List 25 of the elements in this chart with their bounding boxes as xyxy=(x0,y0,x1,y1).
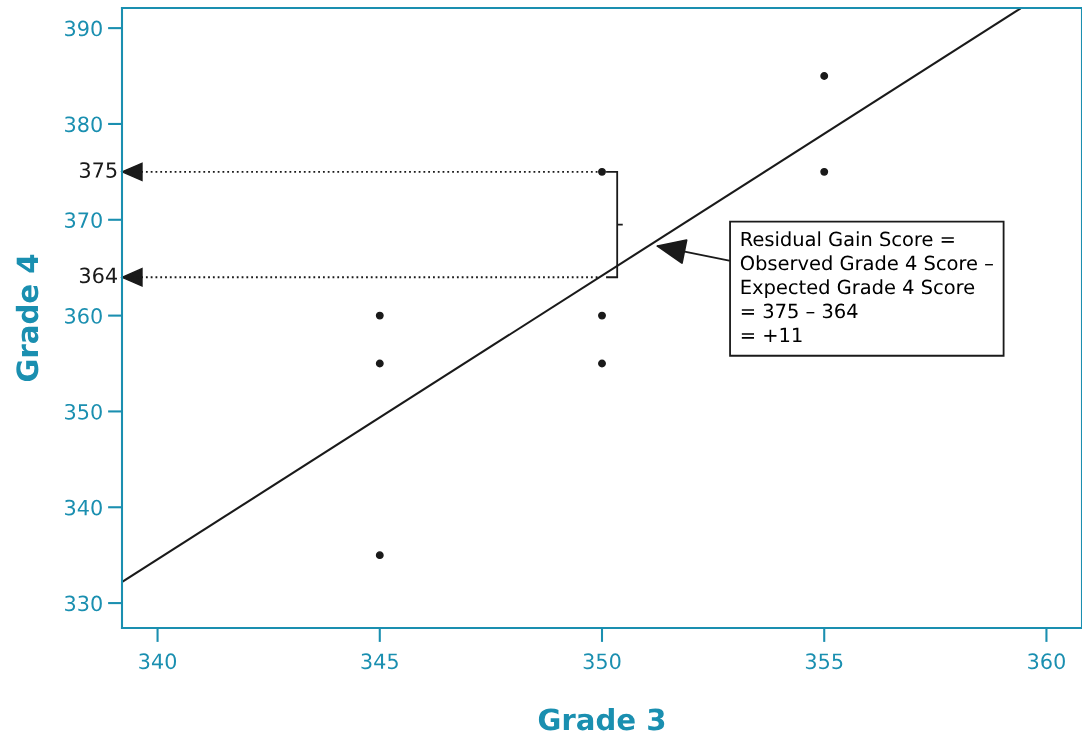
x-axis-title: Grade 3 xyxy=(538,707,665,731)
point xyxy=(598,167,606,176)
point xyxy=(820,72,829,80)
x-tick-label: 355 xyxy=(805,653,843,670)
y-tick-label: 380 xyxy=(65,116,102,133)
y-tick-label: 350 xyxy=(65,403,102,420)
point xyxy=(375,311,384,320)
ref-line-label: 364 xyxy=(79,267,117,284)
y-axis-title: Grade 4 xyxy=(15,254,39,382)
point xyxy=(598,311,606,320)
y-tick-label: 360 xyxy=(65,308,102,324)
y-tick-label: 370 xyxy=(65,212,102,228)
point xyxy=(375,359,384,368)
x-tick-label: 350 xyxy=(583,653,621,670)
y-tick-label: 390 xyxy=(65,20,102,37)
x-tick-label: 345 xyxy=(361,653,398,670)
point xyxy=(375,551,384,560)
y-tick-label: 330 xyxy=(65,595,102,612)
annotation: Residual Gain Score = Observed Grade 4 Score – Expected Grade 4 Score = 375 – 364 = +11 xyxy=(740,231,993,343)
x-tick-label: 360 xyxy=(1028,653,1065,670)
point xyxy=(598,359,606,368)
y-tick-label: 340 xyxy=(65,499,102,516)
point xyxy=(820,167,829,176)
x-tick-label: 340 xyxy=(139,653,177,670)
ref-line-label: 375 xyxy=(79,162,117,178)
